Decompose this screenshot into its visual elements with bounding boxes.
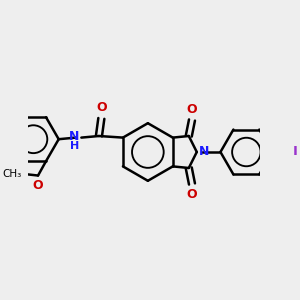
Text: N: N [198,146,209,158]
Text: N: N [69,130,79,143]
Text: CH₃: CH₃ [3,169,22,179]
Text: O: O [33,179,43,192]
Text: O: O [187,103,197,116]
Text: O: O [96,101,107,114]
Text: H: H [70,141,79,152]
Text: I: I [292,146,297,158]
Text: O: O [187,188,197,201]
